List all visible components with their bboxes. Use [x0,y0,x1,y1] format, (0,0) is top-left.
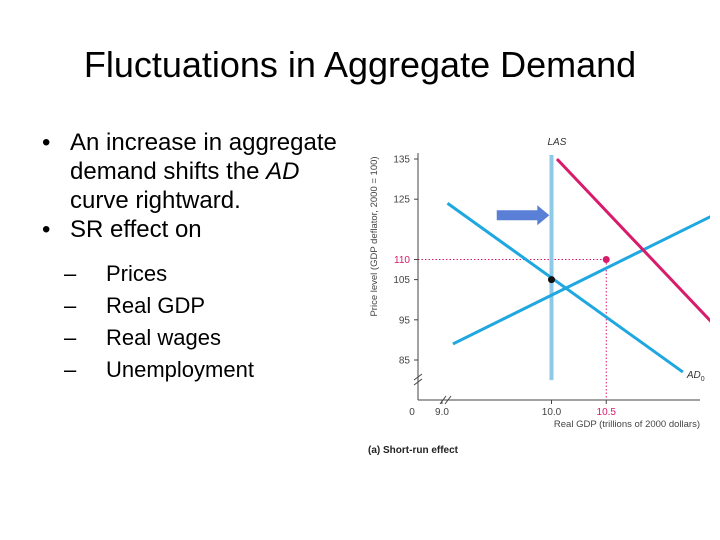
sub-item-text: Real GDP [106,293,206,318]
shift-arrow [496,205,550,226]
initial-equilibrium-point [548,276,555,284]
x-axis-break [439,395,452,405]
dash-glyph: – [64,293,77,318]
bullet-glyph: • [42,216,51,243]
new-equilibrium-point [602,256,610,263]
x-tick-label: 9.0 [435,407,449,418]
y-tick-label: 95 [399,315,411,326]
curve-ad0 [446,202,684,374]
dash-glyph: – [64,261,77,286]
y-tick-label: 135 [393,155,410,166]
y-axis-break [413,373,423,386]
x-tick-label: 10.5 [597,407,617,418]
y-tick-label: 125 [393,195,410,206]
bullet-item: • An increase in aggregate demand shifts… [42,128,342,215]
sub-item-text: Prices [106,261,168,286]
bullet-text: An increase in aggregate demand shifts t… [70,129,337,214]
y-tick-label: 110 [394,255,410,266]
bullet-text: SR effect on [70,216,202,243]
dash-glyph: – [64,325,77,350]
curve-sas0 [452,215,710,346]
chart-caption: (a) Short-run effect [368,445,459,456]
y-tick-label: 105 [393,275,410,286]
dash-glyph: – [64,357,77,382]
curve-ad1 [555,157,710,323]
bullet-list: • An increase in aggregate demand shifts… [42,128,342,386]
sub-item-text: Unemployment [106,357,254,382]
curve-label-las: LAS [548,137,567,148]
sub-item: – Unemployment [42,354,342,386]
bullet-glyph: • [42,129,51,156]
sub-item: – Real wages [42,322,342,354]
x-tick-label: 0 [409,407,415,418]
sub-item: – Prices [42,258,342,290]
sub-item-text: Real wages [106,325,221,350]
y-tick-label: 85 [399,356,411,367]
y-axis-title: Price level (GDP deflator, 2000 = 100) [369,156,380,316]
x-tick-label: 10.0 [542,407,562,418]
slide-title: Fluctuations in Aggregate Demand [83,44,637,85]
curve-label-ad0: AD0 [686,370,705,383]
bullet-item: • SR effect on [42,215,342,244]
x-axis-title: Real GDP (trillions of 2000 dollars) [554,419,700,430]
sub-item: – Real GDP [42,290,342,322]
sub-list: – Prices – Real GDP – Real wages – Unemploym… [42,258,342,386]
